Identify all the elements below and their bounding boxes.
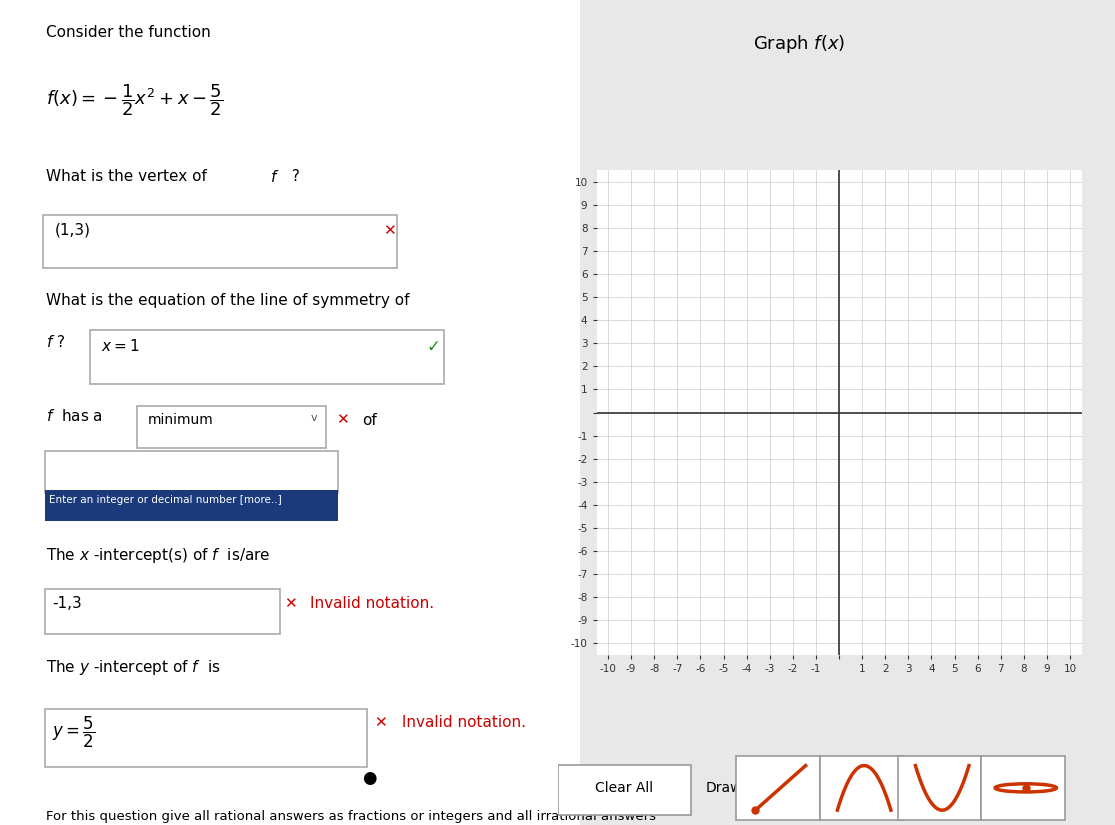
Text: $f(x) = -\dfrac{1}{2}x^2 + x - \dfrac{5}{2}$: $f(x) = -\dfrac{1}{2}x^2 + x - \dfrac{5}… (47, 82, 224, 118)
FancyBboxPatch shape (45, 490, 338, 521)
Text: Graph $f(x)$: Graph $f(x)$ (753, 33, 845, 55)
FancyBboxPatch shape (137, 406, 327, 448)
Text: Clear All: Clear All (595, 781, 653, 794)
FancyBboxPatch shape (558, 765, 691, 814)
Text: ✕: ✕ (382, 223, 396, 238)
Text: Invalid notation.: Invalid notation. (310, 596, 435, 610)
Text: ●: ● (362, 769, 377, 787)
FancyBboxPatch shape (0, 0, 580, 825)
Text: of: of (362, 412, 377, 427)
Text: Enter an integer or decimal number [more..]: Enter an integer or decimal number [more… (49, 495, 282, 505)
Text: ?: ? (287, 169, 300, 184)
Text: $f$  has a: $f$ has a (47, 408, 104, 424)
Text: Draw:: Draw: (705, 781, 746, 794)
Text: ✓: ✓ (426, 338, 440, 356)
Text: (1,3): (1,3) (55, 223, 91, 238)
Text: $f$ ?: $f$ ? (47, 334, 66, 350)
FancyBboxPatch shape (43, 214, 397, 268)
Text: Invalid notation.: Invalid notation. (397, 715, 526, 730)
Text: Consider the function: Consider the function (47, 25, 211, 40)
FancyBboxPatch shape (736, 756, 820, 820)
FancyBboxPatch shape (45, 451, 338, 493)
FancyBboxPatch shape (45, 589, 280, 634)
Text: ✕: ✕ (337, 412, 349, 427)
Text: For this question give all rational answers as fractions or integers and all irr: For this question give all rational answ… (47, 810, 657, 823)
FancyBboxPatch shape (90, 330, 444, 384)
Text: What is the equation of the line of symmetry of: What is the equation of the line of symm… (47, 293, 410, 308)
Text: The $y$ -intercept of $f$  is: The $y$ -intercept of $f$ is (47, 658, 221, 676)
FancyBboxPatch shape (45, 709, 367, 767)
Text: What is the vertex of: What is the vertex of (47, 169, 212, 184)
FancyBboxPatch shape (820, 756, 903, 820)
Text: $y = \dfrac{5}{2}$: $y = \dfrac{5}{2}$ (52, 715, 96, 751)
Text: minimum: minimum (148, 412, 214, 427)
Text: ✕: ✕ (374, 715, 387, 730)
FancyBboxPatch shape (981, 756, 1065, 820)
Text: -1,3: -1,3 (52, 596, 81, 610)
Text: $x = 1$: $x = 1$ (101, 338, 139, 354)
Text: ✕: ✕ (284, 596, 297, 610)
Text: $f$: $f$ (270, 169, 279, 185)
Text: v: v (310, 412, 317, 422)
Text: The $x$ -intercept(s) of $f$  is/are: The $x$ -intercept(s) of $f$ is/are (47, 546, 271, 565)
FancyBboxPatch shape (898, 756, 981, 820)
